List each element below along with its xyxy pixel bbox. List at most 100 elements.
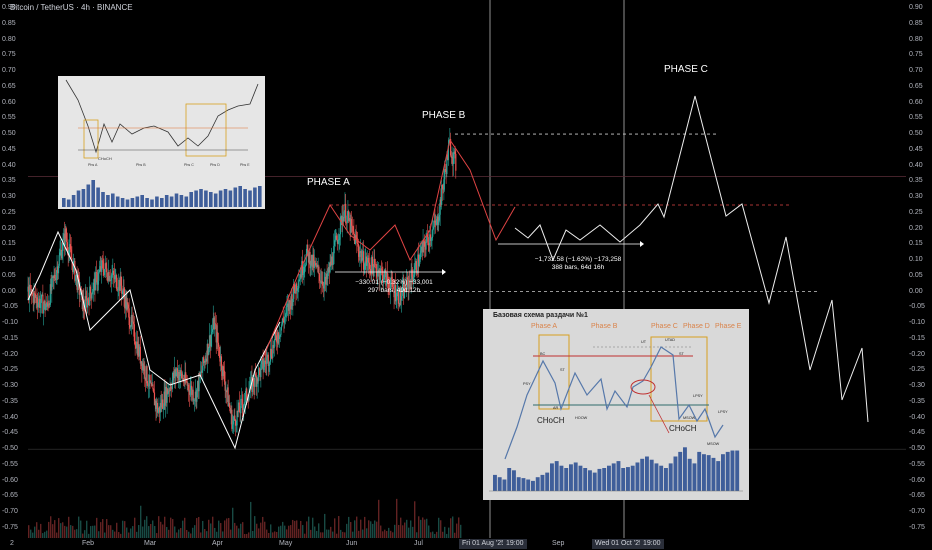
candle-body <box>384 269 386 272</box>
candle-body <box>51 277 53 291</box>
candle-body <box>333 240 336 246</box>
volume-bar <box>84 530 86 538</box>
y-tick-left: 0.20 <box>2 224 16 232</box>
candle-body <box>216 332 218 343</box>
candle-body <box>88 300 90 306</box>
candle-body <box>258 368 260 370</box>
inset-left-volume-bar <box>243 189 247 207</box>
inset-left-volume-bar <box>96 187 100 207</box>
candle-body <box>351 225 353 227</box>
volume-bar <box>448 527 450 538</box>
volume-bar <box>174 526 176 538</box>
inset-right-volume-bar <box>673 456 678 491</box>
y-tick-left: -0.65 <box>2 492 18 500</box>
candle-body <box>359 253 361 257</box>
candle-body <box>365 256 368 266</box>
candle-body <box>270 348 272 357</box>
candle-body <box>326 273 328 279</box>
volume-bar <box>358 530 360 538</box>
candle-body <box>336 239 339 244</box>
candle-body <box>370 269 372 274</box>
candle-body <box>320 280 322 284</box>
inset-right-event-label: ST <box>560 368 566 372</box>
candle-body <box>35 297 37 298</box>
inset-right-volume-bar <box>654 463 659 491</box>
volume-bar <box>48 521 50 538</box>
candle-body <box>174 369 176 377</box>
candle-body <box>46 302 48 304</box>
candle-body <box>383 279 385 283</box>
candle-body <box>444 169 446 180</box>
candle-body <box>438 220 440 225</box>
candle-body <box>321 281 323 284</box>
candle-body <box>371 256 373 274</box>
candle-body <box>199 373 201 376</box>
candle-body <box>240 398 242 414</box>
candle-body <box>51 276 54 278</box>
inset-right-price-path <box>504 346 724 460</box>
candle-body <box>422 240 424 253</box>
y-tick-left: 0.30 <box>2 193 16 201</box>
candle-body <box>196 388 198 402</box>
inset-right-volume-bar <box>493 474 497 491</box>
candle-body <box>453 151 455 153</box>
inset-right-volume-bar <box>497 477 502 491</box>
candle-body <box>197 381 199 392</box>
inset-right-volume-bar <box>526 479 531 491</box>
candle-body <box>426 233 429 238</box>
candle-body <box>101 260 103 262</box>
candle-body <box>272 345 274 358</box>
volume-bar <box>326 529 328 538</box>
candle-body <box>303 266 305 274</box>
candle-body <box>418 254 420 267</box>
candle-body <box>372 266 374 277</box>
volume-bar <box>342 531 344 538</box>
candle-body <box>283 320 285 323</box>
candle-body <box>46 302 48 307</box>
volume-bar <box>170 517 172 538</box>
candle-body <box>325 273 327 285</box>
y-tick-right: 0.55 <box>909 114 923 122</box>
volume-bar <box>460 524 462 538</box>
inset-right-volume-bar <box>692 463 697 491</box>
x-tick: 19:00 <box>503 539 527 549</box>
candle-body <box>290 294 292 310</box>
candle-body <box>382 270 384 283</box>
candle-body <box>188 384 190 391</box>
candle-body <box>146 366 148 384</box>
candle-body <box>115 275 117 276</box>
measure-1: −330.01 (−0.32%) −33,001 297 bars, 49d 1… <box>346 279 442 295</box>
candle-body <box>58 255 60 266</box>
candle-body <box>107 277 109 281</box>
candle-body <box>312 254 314 267</box>
candle-body <box>37 303 39 308</box>
y-tick-left: -0.05 <box>2 303 18 311</box>
candle-body <box>85 296 87 298</box>
swing-path-white <box>27 230 281 450</box>
candle-body <box>334 239 336 241</box>
candle-body <box>69 244 72 250</box>
candle-body <box>150 382 152 384</box>
candle-body <box>386 272 388 281</box>
candle-body <box>375 264 377 272</box>
volume-bar <box>414 501 416 538</box>
volume-bar <box>276 531 278 538</box>
inset-left-box-c <box>185 103 227 157</box>
inset-left-volume-bar <box>140 195 144 207</box>
candle-body <box>59 252 61 256</box>
inset-left-volume-bar <box>130 198 135 207</box>
inset-left-volume-bar <box>101 192 105 207</box>
candle-body <box>63 233 65 240</box>
candle-body <box>350 218 352 233</box>
inset-right-event-label: LPSY <box>718 410 728 414</box>
candle-body <box>388 282 390 289</box>
candle-body <box>61 251 63 259</box>
volume-bar <box>330 526 332 538</box>
volume-bar <box>418 516 420 538</box>
y-tick-right: 0.40 <box>909 161 923 169</box>
inset-left-volume-bar <box>213 193 218 207</box>
volume-bar <box>320 532 322 538</box>
candle-body <box>197 381 199 389</box>
volume-bar <box>178 529 180 538</box>
